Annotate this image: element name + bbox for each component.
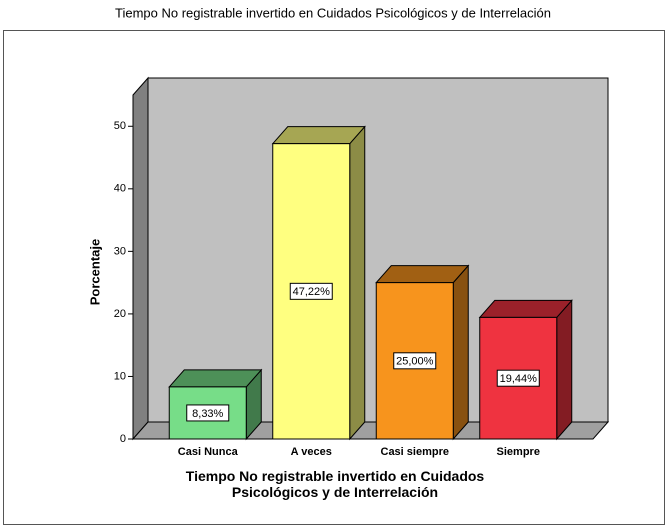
y-tick-label: 30	[114, 245, 126, 257]
value-label: 25,00%	[396, 356, 434, 368]
bar-top	[271, 126, 366, 145]
chart-title: Tiempo No registrable invertido en Cuida…	[115, 5, 551, 20]
bar-side	[349, 125, 366, 441]
x-tick-label: Casi Nunca	[178, 446, 239, 458]
value-label-box	[186, 404, 230, 422]
y-tick-label: 0	[120, 433, 126, 445]
value-label: 8,33%	[192, 408, 223, 420]
y-tick-label: 10	[114, 370, 126, 382]
x-tick-label: Siempre	[497, 446, 540, 458]
y-tick-label: 50	[114, 120, 126, 132]
value-label-box	[393, 352, 437, 370]
x-axis-label: Tiempo No registrable invertido en Cuida…	[185, 468, 485, 500]
value-label: 47,22%	[293, 286, 331, 298]
bar-side	[452, 264, 469, 441]
bar-top	[375, 265, 470, 284]
y-tick-label: 20	[114, 308, 126, 320]
value-label-box	[289, 282, 333, 300]
x-tick-label: Casi siempre	[381, 446, 449, 458]
side-wall	[132, 76, 149, 441]
value-label-box	[496, 369, 540, 387]
bar-side	[556, 299, 573, 441]
y-axis-label: Porcentaje	[87, 239, 102, 305]
y-tick-label: 40	[114, 183, 126, 195]
value-label: 19,44%	[500, 373, 538, 385]
x-tick-label: A veces	[291, 446, 332, 458]
bar-top	[168, 369, 263, 388]
bar-top	[478, 299, 573, 318]
